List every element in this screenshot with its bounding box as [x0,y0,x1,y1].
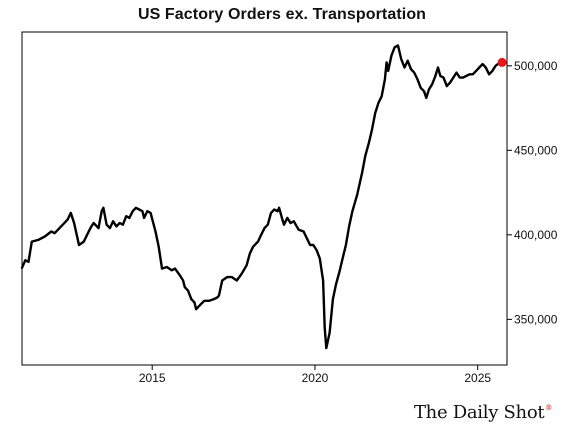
last-data-point [497,57,507,67]
axes [21,31,508,366]
series-line-factory-orders [20,44,504,350]
y-tick-label: 350,000 [514,312,558,326]
brand-logo: The Daily Shot® [414,402,552,423]
plot-frame [21,31,508,366]
y-tick-label: 450,000 [514,143,558,157]
brand-name: The Daily Shot [413,402,545,423]
x-tick-label: 2025 [464,371,491,385]
x-tick-label: 2020 [302,371,329,385]
chart-title: US Factory Orders ex. Transportation [137,6,427,23]
x-axis-ticks: 2015 2020 2025 [139,365,491,385]
registered-mark: ® [545,404,552,412]
x-tick-label: 2015 [139,371,166,385]
y-tick-label: 400,000 [514,228,558,242]
y-tick-label: 500,000 [514,59,558,73]
y-axis-ticks: 350,000 400,000 450,000 500,000 [507,59,558,326]
